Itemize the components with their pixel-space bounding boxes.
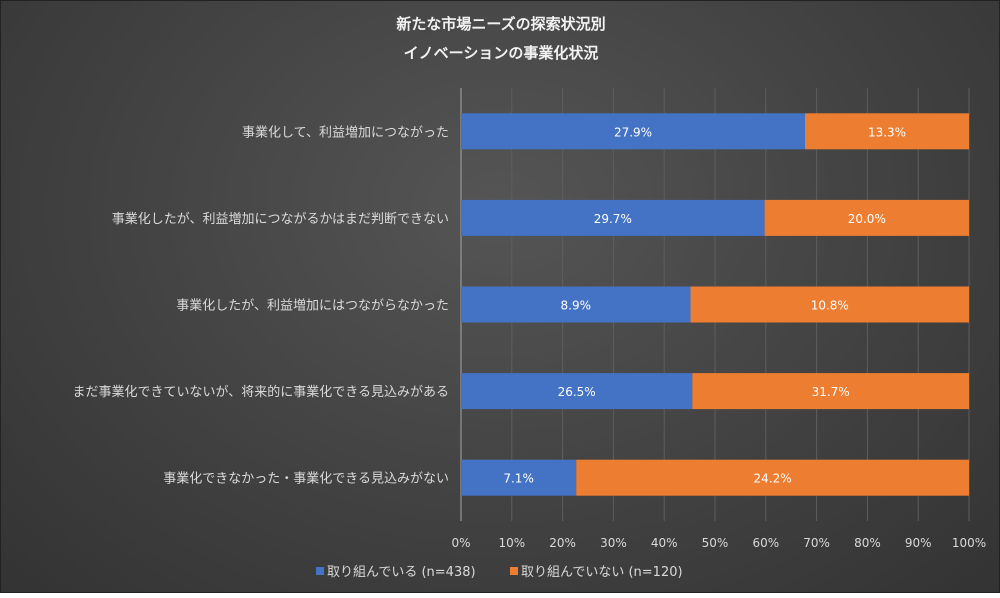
legend-label: 取り組んでいない (n=120)	[521, 565, 683, 580]
data-label: 8.9%	[561, 299, 592, 313]
bar-segment-not-engaged	[690, 286, 969, 323]
data-label: 27.9%	[614, 125, 652, 139]
bar-segment-engaged	[461, 373, 693, 410]
bar-segment-engaged	[461, 286, 691, 323]
legend-swatch	[510, 567, 518, 575]
x-tick-label: 90%	[905, 536, 932, 550]
x-tick-label: 10%	[498, 536, 525, 550]
bar-segment-not-engaged	[805, 113, 969, 150]
bar-segment-engaged	[461, 199, 765, 236]
chart-title-line: イノベーションの事業化状況	[404, 44, 599, 62]
y-category-label: 事業化して、利益増加につながった	[242, 124, 449, 140]
data-label: 31.7%	[812, 385, 850, 399]
x-tick-label: 80%	[854, 536, 881, 550]
x-tick-label: 100%	[952, 536, 986, 550]
x-tick-label: 20%	[549, 536, 576, 550]
y-category-label: 事業化できなかった・事業化できる見込みがない	[163, 471, 449, 487]
x-tick-label: 70%	[803, 536, 830, 550]
x-tick-label: 0%	[451, 536, 470, 550]
chart-title-line: 新たな市場ニーズの探索状況別	[396, 15, 605, 33]
legend-swatch	[316, 567, 324, 575]
y-category-label: 事業化したが、利益増加につながるかはまだ判断できない	[112, 211, 449, 227]
data-label: 10.8%	[811, 299, 849, 313]
bar-segment-engaged	[461, 113, 806, 150]
x-tick-label: 50%	[702, 536, 729, 550]
data-label: 13.3%	[868, 125, 906, 139]
data-label: 26.5%	[558, 385, 596, 399]
bar-segment-not-engaged	[764, 199, 969, 236]
data-label: 20.0%	[848, 212, 886, 226]
x-tick-label: 40%	[651, 536, 678, 550]
data-label: 7.1%	[503, 472, 534, 486]
bar-segment-not-engaged	[576, 459, 969, 496]
legend-label: 取り組んでいる (n=438)	[327, 565, 476, 580]
data-label: 29.7%	[594, 212, 632, 226]
data-label: 24.2%	[754, 472, 792, 486]
x-tick-label: 60%	[752, 536, 779, 550]
bar-segment-not-engaged	[692, 373, 969, 410]
y-category-label: まだ事業化できていないが、将来的に事業化できる見込みがある	[73, 384, 449, 400]
y-category-label: 事業化したが、利益増加にはつながらなかった	[176, 298, 449, 314]
x-tick-label: 30%	[600, 536, 627, 550]
bar-segment-engaged	[461, 459, 577, 496]
